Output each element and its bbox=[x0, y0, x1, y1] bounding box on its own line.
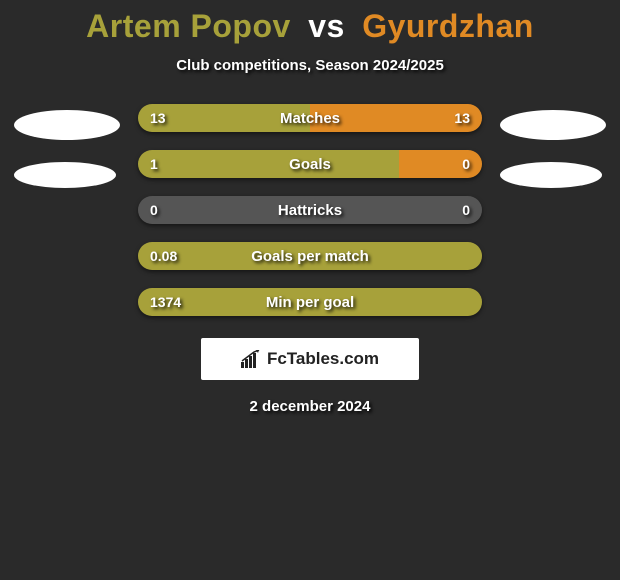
stat-bars: 1313Matches 10Goals 00Hattricks 0.08Goals p… bbox=[138, 104, 482, 316]
bar-fill-right bbox=[399, 150, 482, 178]
title-vs: vs bbox=[308, 8, 345, 44]
subtitle: Club competitions, Season 2024/2025 bbox=[0, 57, 620, 74]
avatar-right-1 bbox=[500, 162, 602, 188]
stat-row-hattricks: 00Hattricks bbox=[138, 196, 482, 224]
stat-row-goals-per-match: 0.08Goals per match bbox=[138, 242, 482, 270]
avatar-right-0 bbox=[500, 110, 606, 140]
brand-text: FcTables.com bbox=[267, 349, 379, 369]
bar-fill-left bbox=[138, 288, 482, 316]
bar-fill-left bbox=[138, 242, 482, 270]
bar-fill-right bbox=[310, 104, 482, 132]
avatar-left-1 bbox=[14, 162, 116, 188]
avatar-column-right bbox=[500, 104, 606, 188]
avatar-column-left bbox=[14, 104, 120, 188]
stat-row-matches: 1313Matches bbox=[138, 104, 482, 132]
bar-fill-left bbox=[138, 104, 310, 132]
stat-row-goals: 10Goals bbox=[138, 150, 482, 178]
page-title: Artem Popov vs Gyurdzhan bbox=[0, 8, 620, 45]
bar-fill-left bbox=[138, 150, 399, 178]
stat-row-min-per-goal: 1374Min per goal bbox=[138, 288, 482, 316]
title-player1: Artem Popov bbox=[86, 8, 291, 44]
brand-chart-icon bbox=[241, 350, 261, 368]
compare-area: 1313Matches 10Goals 00Hattricks 0.08Goals p… bbox=[0, 104, 620, 316]
date-generated: 2 december 2024 bbox=[0, 398, 620, 415]
brand-box: FcTables.com bbox=[201, 338, 419, 380]
title-player2: Gyurdzhan bbox=[362, 8, 534, 44]
avatar-left-0 bbox=[14, 110, 120, 140]
